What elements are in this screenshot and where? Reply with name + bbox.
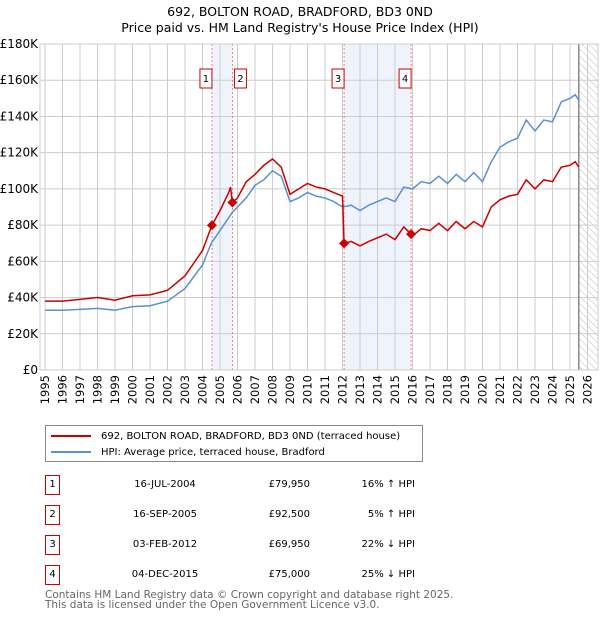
sale-badge	[331, 68, 345, 89]
x-tick-label: 2011	[318, 375, 332, 404]
sale-row: 1 16-JUL-2004 £79,950 16% ↑ HPI	[45, 475, 445, 495]
sale-number: 4	[45, 565, 60, 585]
hpi-line	[45, 93, 580, 311]
x-tick-label: 2021	[493, 375, 507, 404]
sale-point	[406, 229, 417, 240]
footer-line1: Contains HM Land Registry data © Crown c…	[45, 589, 454, 601]
x-tick-label: 2004	[196, 375, 210, 404]
sale-price: £92,500	[268, 509, 310, 520]
sale-row: 4 04-DEC-2015 £75,000 25% ↓ HPI	[45, 565, 445, 585]
x-tick-label: 2017	[423, 375, 437, 404]
x-tick-label: 2019	[458, 375, 472, 404]
sale-number: 2	[45, 505, 60, 525]
sale-badge-label: 4	[402, 74, 408, 85]
plot-border	[39, 43, 599, 371]
sale-hpi-diff: 22% ↓ HPI	[361, 539, 415, 550]
x-tick-label: 2012	[336, 375, 350, 404]
x-tick-label: 2000	[126, 375, 140, 404]
sale-point	[206, 220, 217, 231]
y-tick-label: £120K	[0, 146, 39, 160]
y-tick-label: £60K	[7, 254, 39, 268]
x-tick-label: 1997	[73, 375, 87, 404]
sale-date: 03-FEB-2012	[132, 539, 198, 550]
x-tick-label: 2015	[388, 375, 402, 404]
y-tick-label: £160K	[0, 73, 39, 87]
sale-price: £75,000	[268, 569, 310, 580]
sale-number: 3	[45, 535, 60, 555]
sale-badge	[199, 68, 213, 89]
x-tick-label: 2016	[406, 375, 420, 404]
sale-badge-label: 1	[203, 74, 209, 85]
legend-label-property: 692, BOLTON ROAD, BRADFORD, BD3 0ND (ter…	[101, 430, 401, 442]
x-tick-label: 2018	[441, 375, 455, 404]
x-tick-label: 2002	[161, 375, 175, 404]
sale-date: 16-SEP-2005	[133, 509, 197, 520]
x-tick-label: 2014	[371, 375, 385, 404]
sale-point	[227, 197, 238, 208]
sale-hpi-diff: 5% ↑ HPI	[367, 509, 415, 520]
y-tick-label: £100K	[0, 182, 39, 196]
footer: Contains HM Land Registry data © Crown c…	[45, 589, 454, 611]
footer-line2: This data is licensed under the Open Gov…	[45, 599, 380, 611]
legend: 692, BOLTON ROAD, BRADFORD, BD3 0ND (ter…	[45, 425, 423, 462]
sale-price: £69,950	[268, 539, 310, 550]
x-tick-label: 2009	[283, 375, 297, 404]
sale-price: £79,950	[268, 479, 310, 490]
x-tick-label: 2025	[563, 375, 577, 404]
sale-badge	[398, 68, 412, 89]
chart-subtitle: Price paid vs. HM Land Registry's House …	[121, 20, 479, 35]
sale-point	[339, 238, 350, 249]
x-tick-label: 1999	[108, 375, 122, 404]
sale-badge-label: 2	[237, 74, 243, 85]
sale-row: 3 03-FEB-2012 £69,950 22% ↓ HPI	[45, 535, 445, 555]
chart-title: 692, BOLTON ROAD, BRADFORD, BD3 0ND	[167, 4, 433, 19]
x-tick-label: 1996	[56, 375, 70, 404]
x-tick-label: 2013	[353, 375, 367, 404]
property-price-line	[45, 158, 580, 302]
x-tick-label: 2023	[528, 375, 542, 404]
legend-swatch-blue	[51, 451, 91, 453]
x-tick-label: 2024	[546, 375, 560, 404]
y-tick-label: £40K	[7, 291, 39, 305]
sale-hpi-diff: 25% ↓ HPI	[361, 569, 415, 580]
x-tick-label: 2022	[511, 375, 525, 404]
y-tick-label: £0	[23, 363, 38, 377]
x-tick-label: 2006	[231, 375, 245, 404]
x-tick-label: 2026	[581, 375, 595, 404]
y-tick-label: £20K	[7, 327, 39, 341]
sale-badge	[233, 68, 247, 89]
legend-swatch-red	[51, 435, 91, 437]
y-tick-label: £140K	[0, 109, 39, 123]
y-tick-label: £180K	[0, 37, 39, 51]
sale-hpi-diff: 16% ↑ HPI	[361, 479, 415, 490]
sale-row: 2 16-SEP-2005 £92,500 5% ↑ HPI	[45, 505, 445, 525]
x-tick-label: 1998	[91, 375, 105, 404]
sale-number: 1	[45, 475, 60, 495]
x-tick-label: 2008	[266, 375, 280, 404]
x-tick-label: 2010	[301, 375, 315, 404]
price-chart: £0 £20K £40K £60K £80K £100K £120K £140K £160K £1…	[0, 37, 599, 404]
x-tick-label: 1995	[38, 375, 52, 404]
x-tick-label: 2005	[213, 375, 227, 404]
sale-date: 16-JUL-2004	[134, 479, 196, 490]
y-tick-label: £80K	[7, 218, 39, 232]
legend-label-hpi: HPI: Average price, terraced house, Brad…	[101, 446, 325, 458]
x-tick-label: 2007	[248, 375, 262, 404]
x-tick-label: 2003	[178, 375, 192, 404]
sale-date: 04-DEC-2015	[131, 569, 199, 580]
sale-badge-label: 3	[335, 74, 341, 85]
x-tick-label: 2001	[143, 375, 157, 404]
x-tick-label: 2020	[476, 375, 490, 404]
forecast-hatch	[578, 44, 598, 370]
